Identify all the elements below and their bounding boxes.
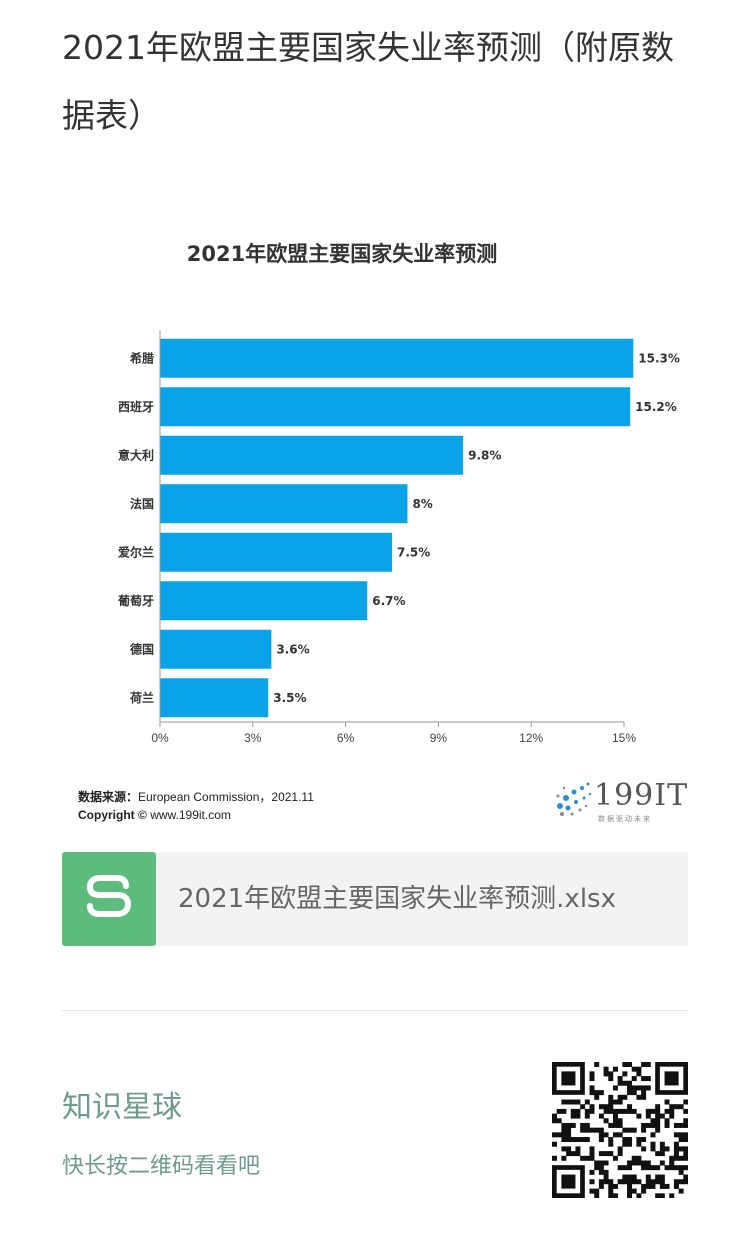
category-label: 希腊 (129, 350, 154, 365)
category-label: 西班牙 (118, 399, 154, 414)
x-tick-label: 12% (519, 731, 543, 745)
bar-4 (160, 532, 392, 572)
brand-name: 199IT (594, 778, 689, 813)
data-label: 3.6% (276, 642, 309, 656)
bar-7 (160, 678, 269, 718)
copyright-line: Copyright © www.199it.com (78, 808, 231, 822)
copyright-text: www.199it.com (150, 808, 231, 822)
brand-logo: 199IT 数据驱动未来 (552, 776, 692, 826)
x-tick-label: 6% (337, 731, 355, 745)
spreadsheet-file-icon (62, 852, 156, 946)
source-text: European Commission，2021.11 (138, 790, 314, 804)
planet-subtitle: 快长按二维码看看吧 (62, 1154, 261, 1179)
attachment-file-name[interactable]: 2021年欧盟主要国家失业率预测.xlsx (178, 884, 616, 914)
attachment-card[interactable]: 2021年欧盟主要国家失业率预测.xlsx (62, 852, 688, 946)
data-label: 3.5% (273, 691, 306, 705)
chart-title: 2021年欧盟主要国家失业率预测 (186, 242, 498, 266)
x-tick-label: 3% (244, 731, 262, 745)
bar-2 (160, 435, 464, 475)
bar-3 (160, 484, 408, 524)
qr-code[interactable] (552, 1062, 688, 1198)
x-tick-label: 9% (430, 731, 448, 745)
category-label: 法国 (130, 496, 154, 511)
data-label: 15.2% (635, 400, 677, 414)
brand-tagline: 数据驱动未来 (598, 815, 652, 823)
source-line: 数据来源：European Commission，2021.11 (78, 788, 314, 805)
copyright-label: Copyright © (78, 808, 147, 822)
data-label: 9.8% (468, 448, 501, 462)
category-label: 荷兰 (129, 690, 154, 705)
bar-0 (160, 338, 634, 378)
source-label: 数据来源： (78, 790, 139, 804)
category-label: 爱尔兰 (118, 544, 154, 559)
chart-card: 2021年欧盟主要国家失业率预测 希腊 15.3% 西班牙 15.2% 意大利 9.8% 法… (62, 210, 688, 840)
bar-chart: 希腊 15.3% 西班牙 15.2% 意大利 9.8% 法国 8% 爱尔兰 7.5% 葡萄牙 6.7%… (117, 330, 680, 745)
data-label: 8% (412, 497, 432, 511)
article-title: 2021年欧盟主要国家失业率预测（附原数据表） (62, 28, 674, 135)
category-label: 德国 (130, 641, 154, 656)
bar-1 (160, 387, 631, 427)
planet-title: 知识星球 (62, 1090, 182, 1125)
data-label: 6.7% (372, 594, 405, 608)
bar-6 (160, 629, 272, 669)
category-label: 葡萄牙 (117, 593, 154, 608)
x-tick-label: 15% (612, 731, 636, 745)
data-label: 15.3% (638, 351, 680, 365)
brand-dots-icon (556, 782, 592, 816)
bar-5 (160, 581, 368, 621)
data-label: 7.5% (397, 545, 430, 559)
divider (62, 1010, 688, 1011)
category-label: 意大利 (118, 447, 154, 462)
x-tick-label: 0% (151, 731, 169, 745)
